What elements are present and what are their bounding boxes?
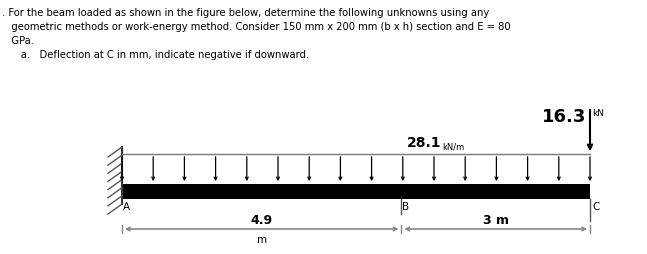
Text: kN/m: kN/m — [443, 142, 465, 151]
Text: B: B — [402, 201, 410, 211]
Text: A: A — [123, 201, 130, 211]
Text: a.   Deflection at C in mm, indicate negative if downward.: a. Deflection at C in mm, indicate negat… — [2, 50, 309, 60]
Text: . For the beam loaded as shown in the figure below, determine the following unkn: . For the beam loaded as shown in the fi… — [2, 8, 489, 18]
Text: 28.1: 28.1 — [406, 135, 441, 149]
Text: geometric methods or work-energy method. Consider 150 mm x 200 mm (b x h) sectio: geometric methods or work-energy method.… — [2, 22, 510, 32]
Text: m: m — [257, 234, 267, 244]
Text: 16.3: 16.3 — [542, 108, 586, 125]
Text: kN: kN — [592, 108, 604, 118]
Text: GPa.: GPa. — [2, 36, 34, 46]
Text: C: C — [592, 201, 599, 211]
Bar — [122, 184, 590, 199]
Text: 3 m: 3 m — [483, 213, 509, 226]
Text: 4.9: 4.9 — [250, 213, 273, 226]
